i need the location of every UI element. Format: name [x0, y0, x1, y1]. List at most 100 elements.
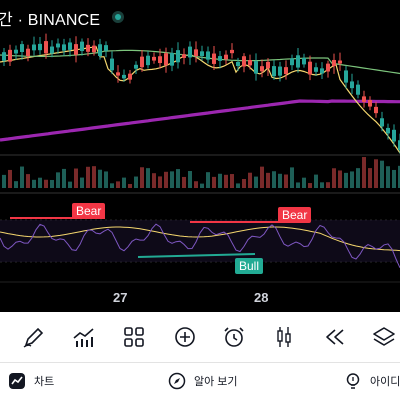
volume-bar [128, 183, 132, 188]
volume-bar [320, 182, 324, 188]
candle-body [146, 55, 150, 66]
candle-body [152, 56, 156, 61]
candle-body [350, 81, 354, 89]
volume-bar [188, 171, 192, 188]
volume-bar [284, 174, 288, 188]
candle-body [56, 43, 60, 48]
volume-bar [272, 171, 276, 188]
volume-bar [206, 172, 210, 188]
chart-area[interactable]: 간 · BINANCE Bear Bear Bull 27 28 [0, 0, 400, 312]
volume-bar [152, 173, 156, 188]
candle-body [188, 46, 192, 58]
candle-body [248, 60, 252, 66]
candle-body [104, 45, 108, 51]
candle-body [170, 52, 174, 66]
candle-body [98, 44, 102, 56]
candle-body [68, 42, 72, 50]
candle-body [284, 67, 288, 75]
volume-bar [116, 181, 120, 188]
volume-bar [218, 173, 222, 188]
bear-signal-label: Bear [278, 207, 312, 223]
volume-bar [26, 174, 30, 188]
market-status-icon [112, 11, 124, 23]
volume-bar [62, 168, 66, 188]
candle-body [344, 70, 348, 83]
volume-bar [98, 169, 102, 188]
draw-tool-button[interactable] [22, 325, 46, 349]
volume-bar [374, 159, 378, 188]
candle-body [62, 44, 66, 51]
candle-body [74, 44, 78, 55]
bull-divergence-line [137, 253, 256, 258]
volume-bar [308, 183, 312, 188]
chart-toolbar [0, 312, 400, 363]
candle-body [356, 84, 360, 95]
layers-button[interactable] [372, 325, 396, 349]
volume-bar [362, 157, 366, 188]
candle-body [8, 49, 12, 62]
volume-bar [38, 177, 42, 188]
nav-explore-tab[interactable]: 알아 보기 [168, 372, 238, 390]
draw-icon [23, 327, 44, 348]
volume-bar [194, 181, 198, 188]
nav-ideas-tab[interactable]: 아이디어 [344, 372, 400, 390]
nav-chart-tab[interactable]: 차트 [8, 372, 54, 390]
volume-bar [44, 179, 48, 188]
volume-bar [8, 169, 12, 188]
add-symbol-button[interactable] [173, 325, 197, 349]
volume-bar [338, 170, 342, 188]
volume-bar [182, 176, 186, 188]
lightbulb-icon [346, 373, 360, 389]
candle-body [242, 56, 246, 67]
volume-bar [158, 176, 162, 188]
bear-signal-label: Bear [72, 203, 106, 219]
candle-body [392, 129, 396, 142]
compass-icon [168, 372, 186, 390]
layout-button[interactable] [122, 325, 146, 349]
candle-body [380, 118, 384, 127]
candle-body [254, 61, 258, 74]
candle-body [176, 50, 180, 63]
candle-body [128, 73, 132, 80]
nav-chart-label: 차트 [34, 376, 55, 388]
indicators-button[interactable] [72, 325, 96, 349]
layout-icon [124, 327, 144, 347]
layers-icon [373, 327, 395, 346]
candle-body [386, 127, 390, 134]
rsi-line [0, 223, 400, 269]
volume-bar [170, 171, 174, 188]
chart-type-button[interactable] [272, 325, 296, 349]
candle-body [320, 68, 324, 74]
volume-bar [266, 172, 270, 188]
volume-bar [350, 171, 354, 188]
candle-body [122, 74, 126, 79]
volume-bar [356, 168, 360, 188]
volume-bar [110, 183, 114, 188]
alert-button[interactable] [222, 325, 246, 349]
symbol-title[interactable]: 간 · BINANCE [0, 12, 101, 29]
add-icon [175, 327, 195, 347]
candle-body [134, 64, 138, 69]
candle-body [308, 61, 312, 75]
volume-bar [92, 166, 96, 188]
volume-bar [242, 178, 246, 188]
candle-body [38, 43, 42, 51]
volume-bar [302, 177, 306, 188]
candle-body [140, 56, 144, 68]
indicators-icon [73, 328, 94, 347]
volume-bar [290, 167, 294, 188]
volume-bar [122, 177, 126, 188]
volume-bar [212, 176, 216, 188]
candle-body [266, 61, 270, 69]
candle-body [80, 41, 84, 52]
volume-bar [2, 174, 6, 188]
candle-body [92, 45, 96, 53]
volume-bar [380, 160, 384, 188]
replay-button[interactable] [323, 325, 347, 349]
candle-body [236, 61, 240, 66]
candle-body [164, 53, 168, 66]
volume-bar [140, 167, 144, 188]
candle-body [260, 66, 264, 72]
chart-tab-icon [9, 373, 25, 389]
volume-bar [68, 181, 72, 188]
